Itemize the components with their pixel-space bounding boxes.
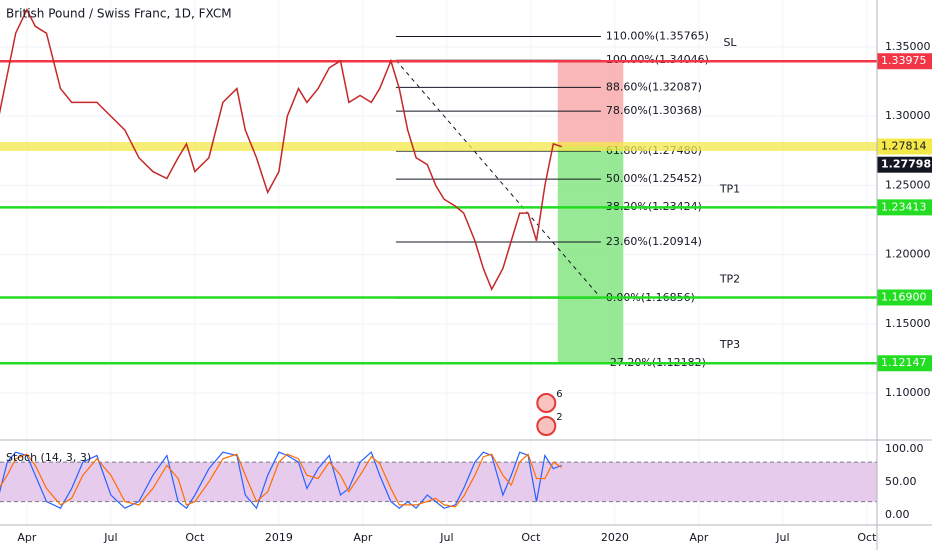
y-tick-label: 100.00	[885, 442, 924, 455]
y-tick-label: 1.25000	[885, 178, 931, 191]
event-count: 2	[556, 412, 562, 423]
fib-label: 23.60%(1.20914)	[606, 235, 702, 248]
fib-label: 110.00%(1.35765)	[606, 29, 709, 42]
fib-label: 78.60%(1.30368)	[606, 104, 702, 117]
level-price-label: 1.16900	[881, 290, 927, 303]
level-note: TP2	[719, 272, 740, 285]
event-count: 6	[556, 389, 562, 400]
level-note: SL	[723, 36, 737, 49]
stop-zone	[557, 61, 624, 147]
y-tick-label: 1.20000	[885, 248, 931, 261]
x-tick-label: Apr	[17, 531, 37, 544]
x-tick-label: Apr	[689, 531, 709, 544]
level-note: TP1	[719, 182, 740, 195]
level-price-tag	[877, 289, 932, 306]
event-icon	[536, 416, 557, 436]
y-tick-label: 1.35000	[885, 40, 931, 53]
level-price-tag	[877, 355, 932, 372]
chart-title: British Pound / Swiss Franc, 1D, FXCM	[6, 7, 232, 21]
indicator-title: Stoch (14, 3, 3)	[6, 451, 91, 464]
fib-label: 50.00%(1.25452)	[606, 172, 702, 185]
y-tick-label: 1.10000	[885, 386, 931, 399]
x-tick-label: Jul	[439, 531, 453, 544]
level-price-label: 1.12147	[881, 356, 927, 369]
stoch-band	[0, 462, 877, 502]
level-price-tag	[877, 53, 932, 70]
level-price-tag	[877, 138, 932, 155]
x-tick-label: Oct	[857, 531, 877, 544]
x-tick-label: Jul	[103, 531, 117, 544]
price-line	[0, 7, 562, 291]
stoch-line	[0, 453, 563, 508]
x-tick-label: 2020	[601, 531, 629, 544]
level-price-tag	[877, 199, 932, 216]
last-price-tag	[877, 156, 932, 173]
x-tick-label: Oct	[521, 531, 541, 544]
target-zone	[557, 146, 624, 364]
x-tick-label: Jul	[775, 531, 789, 544]
event-icon	[536, 393, 557, 413]
level-price-label: 1.33975	[881, 54, 927, 67]
level-note: TP3	[719, 338, 740, 351]
level-price-label: 1.27814	[881, 139, 927, 152]
y-tick-label: 0.00	[885, 508, 910, 521]
y-tick-label: 50.00	[885, 475, 917, 488]
fib-label: 88.60%(1.32087)	[606, 80, 702, 93]
y-tick-label: 1.30000	[885, 109, 931, 122]
y-tick-label: 1.15000	[885, 317, 931, 330]
fib-label: 100.00%(1.34046)	[606, 53, 709, 66]
x-tick-label: Oct	[185, 531, 205, 544]
level-price-label: 1.23413	[881, 200, 927, 213]
x-tick-label: Apr	[353, 531, 373, 544]
x-tick-label: 2019	[265, 531, 293, 544]
stoch-line	[0, 451, 562, 510]
last-price-label: 1.27798	[881, 158, 931, 171]
